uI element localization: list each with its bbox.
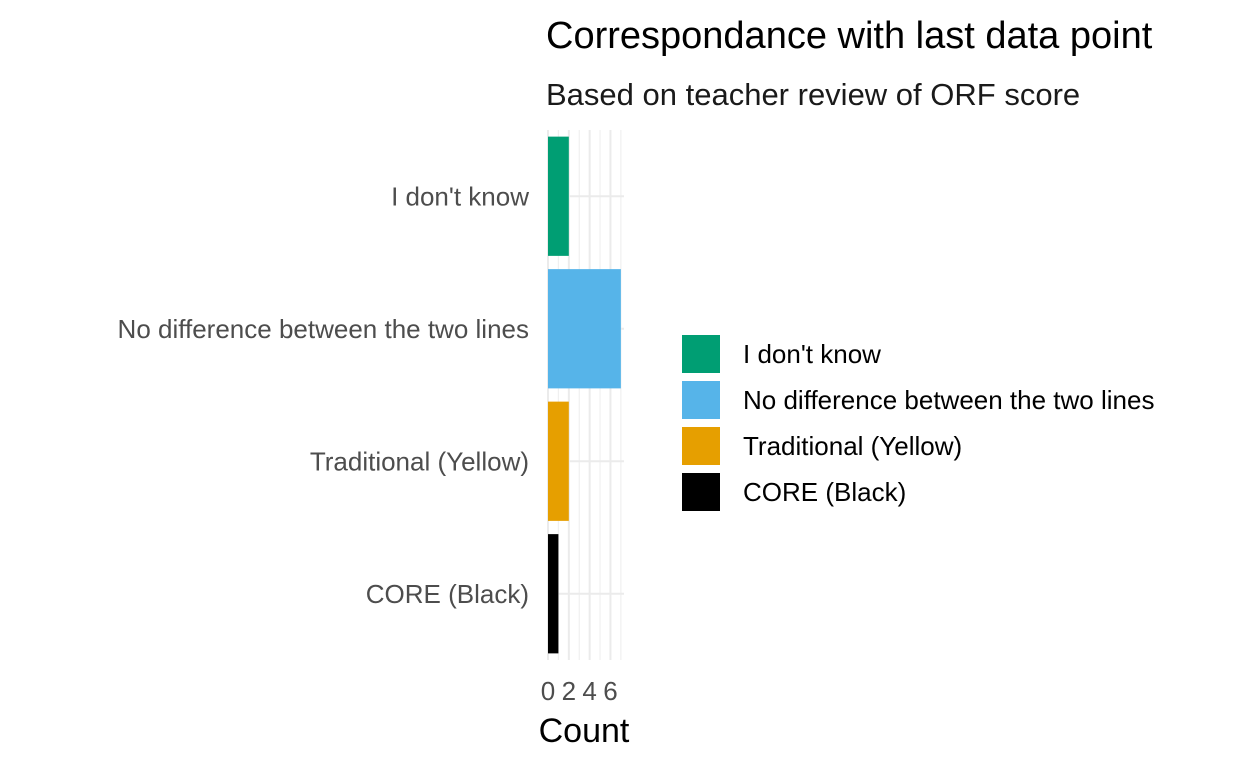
y-tick-label: No difference between the two lines	[118, 314, 529, 344]
chart-legend: I don't know No difference between the t…	[680, 331, 1154, 515]
bar	[548, 401, 569, 521]
legend-swatch	[680, 471, 722, 513]
y-tick-label: I don't know	[391, 181, 529, 211]
x-tick-label: 2	[562, 676, 576, 706]
x-tick-label: 6	[603, 676, 617, 706]
legend-swatch	[680, 425, 722, 467]
legend-label: No difference between the two lines	[743, 384, 1155, 415]
y-tick-label: Traditional (Yellow)	[310, 446, 529, 476]
x-tick-label: 4	[582, 676, 596, 706]
legend-swatch	[680, 333, 722, 375]
legend-swatch	[680, 379, 722, 421]
chart-subtitle: Based on teacher review of ORF score	[546, 77, 1081, 112]
legend-item: I don't know	[680, 331, 1154, 377]
x-axis-title: Count	[539, 712, 630, 750]
bar	[548, 269, 621, 389]
chart-title: Correspondance with last data point	[546, 15, 1153, 57]
x-tick-label: 0	[541, 676, 555, 706]
legend-label: Traditional (Yellow)	[743, 430, 963, 461]
legend-item: Traditional (Yellow)	[680, 423, 1154, 469]
legend-label: I don't know	[743, 338, 881, 369]
legend-label: CORE (Black)	[743, 476, 907, 507]
bar	[548, 136, 569, 256]
y-tick-label: CORE (Black)	[366, 579, 529, 609]
legend-item: CORE (Black)	[680, 469, 1154, 515]
legend-item: No difference between the two lines	[680, 377, 1154, 423]
bar	[548, 534, 559, 654]
